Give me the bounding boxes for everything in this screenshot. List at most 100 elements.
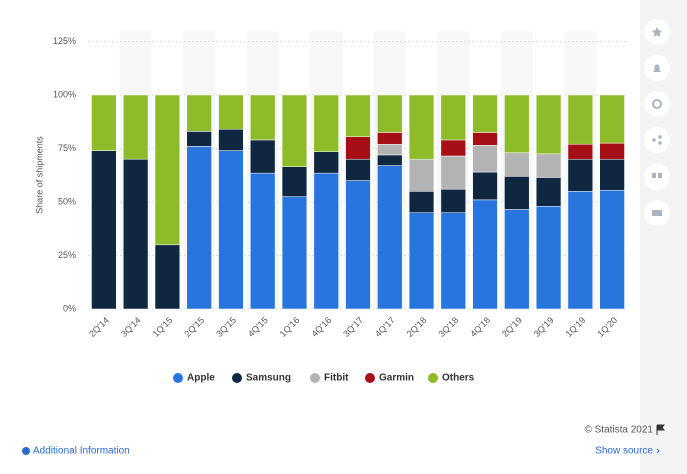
bar-segment [377, 154, 403, 166]
bar-segment [186, 146, 212, 310]
quote-icon [652, 173, 656, 178]
bar-segment [472, 94, 498, 133]
x-tick-label: 4Q'17 [373, 315, 397, 339]
bar-segment [91, 94, 117, 151]
bar-segment [408, 158, 435, 192]
bar-segment [281, 94, 308, 167]
source-link[interactable]: Show source [595, 446, 653, 457]
bar-segment [313, 94, 339, 152]
bar-segment [377, 165, 403, 310]
bar-segment [345, 180, 371, 310]
bar-segment [440, 212, 466, 310]
x-tick-label: 2Q'18 [405, 315, 429, 339]
bar-segment [504, 176, 530, 210]
bar-segment [250, 139, 276, 174]
bar-segment [440, 188, 466, 213]
plot: 0% 25% 50% 75% 100% 125% 2Q'14 3Q'14 1Q'15 2Q'15 3… [53, 31, 628, 384]
legend-marker [232, 373, 242, 383]
bar-segment [535, 177, 562, 207]
bar-segment [218, 128, 244, 151]
bar-segment [345, 94, 371, 137]
x-tick-label: 4Q'18 [468, 315, 492, 339]
toolbar [644, 19, 670, 226]
x-tick-label: 1Q'20 [595, 315, 619, 339]
bar-segment [440, 94, 466, 141]
y-tick-label: 100% [53, 89, 76, 99]
bar-segment [567, 191, 593, 310]
x-tick-label: 1Q'15 [151, 315, 175, 339]
bar-segment [599, 189, 625, 310]
bar-segment [154, 244, 181, 310]
bar-segment [154, 94, 181, 246]
x-tick-label: 3Q'18 [437, 315, 461, 339]
y-tick-label: 0% [63, 303, 76, 313]
share-button[interactable] [644, 127, 670, 153]
bar-segment [535, 206, 562, 310]
bar-segment [440, 155, 466, 190]
bar-segment [123, 94, 149, 160]
bar-segment [504, 209, 530, 310]
x-tick-label: 4Q'16 [309, 315, 333, 339]
bar-segment [599, 158, 625, 191]
x-tick-label: 2Q'19 [500, 315, 524, 339]
bar-segment [313, 151, 339, 174]
legend-label: Garmin [379, 373, 414, 384]
bar-segment [440, 139, 466, 157]
flag-icon [656, 424, 666, 435]
bar-segment [377, 94, 403, 133]
settings-button[interactable] [644, 91, 670, 117]
bar-segment [567, 94, 593, 145]
bar-segment [281, 166, 308, 197]
y-tick-label: 125% [53, 36, 76, 46]
legend-label: Others [442, 373, 475, 384]
legend-marker [428, 373, 438, 383]
bar-segment [218, 94, 244, 130]
bar-segment [408, 212, 435, 310]
x-tick-label: 3Q'14 [119, 315, 143, 339]
legend-marker [365, 373, 375, 383]
bar-segment [250, 94, 276, 141]
x-tick-label: 1Q'19 [564, 315, 588, 339]
bar-segment [472, 171, 498, 201]
y-axis-label: Share of shipments [34, 136, 44, 214]
bar-segment [345, 158, 371, 181]
bar-segment [281, 196, 308, 310]
x-tick-label: 3Q'15 [214, 315, 238, 339]
bar-segment [472, 199, 498, 310]
legend-marker [173, 373, 183, 383]
legend-label: Apple [187, 373, 215, 384]
bell-icon [653, 64, 661, 72]
bar-segment [535, 153, 562, 178]
legend-label: Fitbit [324, 373, 349, 384]
y-tick-label: 25% [58, 250, 76, 260]
y-tick-label: 75% [58, 143, 76, 153]
bar-segment [408, 191, 435, 213]
print-icon [652, 210, 662, 216]
bar-segment [123, 158, 149, 310]
bar-segment [377, 143, 403, 156]
bar-segment [472, 132, 498, 146]
x-tick-label: 2Q'14 [87, 315, 111, 339]
bar-segment [91, 150, 117, 310]
info-icon [22, 447, 30, 455]
bar-segment [599, 94, 625, 144]
bar-segment [535, 94, 562, 155]
star-icon [651, 27, 663, 37]
x-tick-label: 2Q'15 [182, 315, 206, 339]
bar-segment [218, 150, 244, 310]
bar-segment [567, 143, 593, 160]
bar-segment [313, 172, 339, 310]
x-tick-label: 1Q'16 [278, 315, 302, 339]
info-link[interactable]: Additional Information [33, 446, 130, 457]
cite-button[interactable] [644, 164, 670, 190]
bar-segment [377, 132, 403, 145]
gear-icon [652, 99, 662, 109]
y-tick-label: 50% [58, 196, 76, 206]
x-tick-label: 3Q'17 [341, 315, 365, 339]
bar-segment [250, 172, 276, 310]
bar-segment [408, 94, 435, 160]
x-tick-label: 4Q'15 [246, 315, 270, 339]
bar-segment [504, 94, 530, 154]
legend-marker [310, 373, 320, 383]
